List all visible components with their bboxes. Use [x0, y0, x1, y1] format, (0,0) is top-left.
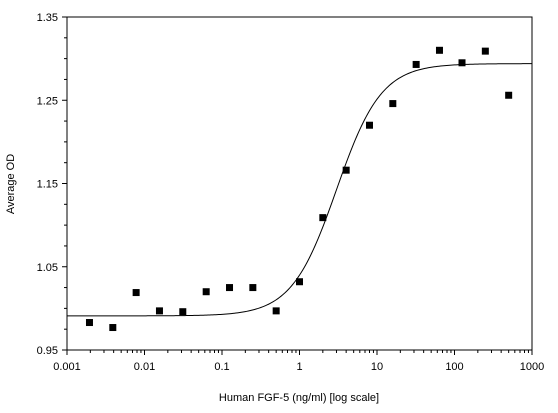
x-tick-label-2: 0.1 [214, 361, 229, 373]
y-tick-label-0: 0.95 [37, 345, 58, 357]
data-point-3 [155, 307, 163, 315]
data-point-4 [179, 308, 187, 316]
x-tick-label-1: 0.01 [134, 361, 155, 373]
data-point-8 [272, 307, 280, 315]
x-axis-title: Human FGF-5 (ng/ml) [log scale] [219, 392, 379, 404]
data-point-9 [296, 278, 303, 286]
y-tick-label-4: 1.35 [37, 12, 58, 24]
data-point-13 [389, 100, 397, 108]
y-axis: 0.95 1.05 1.15 1.25 1.35 [37, 12, 67, 357]
x-tick-label-4: 10 [371, 361, 383, 373]
y-axis-title: Average OD [5, 154, 17, 214]
y-tick-label-3: 1.25 [37, 95, 58, 107]
data-point-2 [132, 289, 140, 297]
data-point-12 [365, 121, 373, 129]
data-point-11 [342, 166, 350, 174]
data-point-17 [481, 47, 489, 55]
x-tick-label-0: 0.001 [53, 361, 81, 373]
data-point-16 [458, 59, 466, 67]
fit-curve [67, 63, 532, 317]
data-point-10 [319, 214, 327, 222]
data-point-15 [435, 46, 443, 54]
data-point-0 [85, 319, 93, 327]
data-point-6 [226, 284, 234, 292]
x-axis: 0.001 0.01 0.1 1 10 100 1000 [53, 350, 544, 373]
data-point-7 [249, 284, 257, 292]
x-tick-label-5: 100 [445, 361, 463, 373]
data-point-1 [109, 324, 117, 332]
data-point-14 [412, 60, 420, 68]
y-tick-label-2: 1.15 [37, 179, 58, 191]
y-tick-label-1: 1.05 [37, 262, 58, 274]
data-point-18 [505, 91, 513, 99]
data-points [85, 46, 513, 332]
x-tick-label-6: 1000 [520, 361, 544, 373]
data-point-5 [202, 288, 210, 296]
x-tick-label-3: 1 [296, 361, 302, 373]
plot-frame [66, 16, 533, 351]
